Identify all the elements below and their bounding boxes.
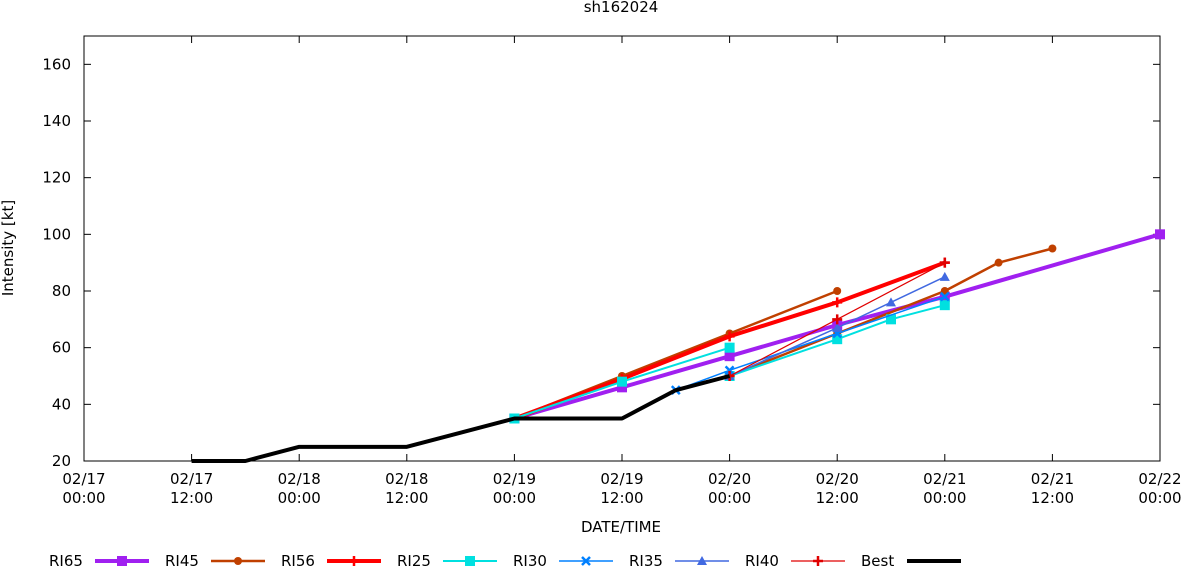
x-tick-label-date: 02/17 (62, 470, 105, 488)
legend-item-best: Best (861, 552, 961, 567)
y-tick-label: 120 (42, 169, 71, 187)
legend-label: Best (861, 552, 894, 567)
series-line (729, 276, 946, 377)
x-tick-label-date: 02/18 (278, 470, 321, 488)
x-axis-label: DATE/TIME (581, 518, 661, 536)
legend-label: RI45 (165, 552, 199, 567)
legend-swatch-marker (581, 556, 591, 566)
x-tick-label-date: 02/17 (170, 470, 213, 488)
x-tick-label-time: 12:00 (1031, 489, 1074, 507)
y-tick-label: 40 (52, 395, 71, 413)
data-point (1048, 244, 1057, 253)
x-tick-label-time: 12:00 (385, 489, 428, 507)
data-point (832, 322, 843, 332)
legend-label: RI35 (629, 552, 663, 567)
legend-swatch-marker (349, 556, 359, 566)
x-tick-label-date: 02/22 (1138, 470, 1181, 488)
legend-label: RI40 (745, 552, 779, 567)
data-point (939, 291, 950, 302)
data-point (886, 297, 896, 307)
x-tick-label-date: 02/21 (1031, 470, 1074, 488)
data-point (724, 365, 735, 376)
data-point (724, 351, 735, 362)
legend-item-ri25: RI25 (397, 552, 497, 567)
y-tick-label: 20 (52, 452, 71, 470)
x-tick-label-time: 00:00 (1138, 489, 1181, 507)
legend-swatch-marker (813, 556, 823, 566)
data-point (832, 314, 843, 325)
data-point (1155, 229, 1165, 240)
data-point (939, 271, 950, 281)
data-point (832, 297, 843, 308)
legend-label: RI65 (49, 552, 83, 567)
data-point (939, 300, 950, 311)
x-tick-label-time: 12:00 (170, 489, 213, 507)
legend-swatch-marker (465, 556, 475, 566)
x-tick-label-time: 00:00 (493, 489, 536, 507)
data-point (724, 331, 735, 342)
x-axis: 02/1700:0002/1712:0002/1800:0002/1812:00… (62, 36, 1182, 507)
data-point (724, 342, 735, 353)
legend-item-ri56: RI56 (281, 552, 381, 567)
y-tick-label: 80 (52, 282, 71, 300)
x-tick-label-date: 02/18 (385, 470, 428, 488)
legend-swatch-marker (234, 557, 242, 565)
data-point (617, 382, 627, 393)
series-line (191, 374, 731, 463)
data-point (994, 258, 1003, 267)
legend-item-ri35: RI35 (629, 552, 729, 567)
x-tick-label-time: 00:00 (62, 489, 105, 507)
x-tick-label-time: 12:00 (816, 489, 859, 507)
x-tick-label-date: 02/19 (493, 470, 536, 488)
x-tick-label-time: 00:00 (278, 489, 321, 507)
plot-frame (83, 35, 1161, 462)
x-tick-label-date: 02/20 (708, 470, 751, 488)
legend-item-ri30: RI30 (513, 552, 613, 567)
y-tick-label: 60 (52, 339, 71, 357)
y-tick-label: 160 (42, 55, 71, 73)
series-line (513, 232, 1161, 421)
y-axis: 20 40 60 80 100 120 140 160 (42, 55, 1160, 470)
legend-swatch-marker (697, 556, 707, 565)
y-tick-label: 140 (42, 112, 71, 130)
series-layer (191, 229, 1165, 463)
legend-label: RI56 (281, 552, 315, 567)
x-tick-label-time: 00:00 (923, 489, 966, 507)
x-tick-label-time: 00:00 (708, 489, 751, 507)
legend-item-ri40: RI40 (745, 552, 845, 567)
x-tick-label-time: 12:00 (600, 489, 643, 507)
data-point (617, 376, 627, 387)
legend-label: RI30 (513, 552, 547, 567)
x-tick-label-date: 02/19 (600, 470, 643, 488)
legend: RI65 RI45 RI56 RI25 RI30 RI35 RI40 Best (49, 552, 961, 567)
series-ri25 (724, 300, 950, 381)
data-point (833, 287, 842, 295)
series-best (191, 374, 731, 463)
y-axis-label: Intensity [kt] (0, 200, 17, 296)
x-tick-label-date: 02/20 (816, 470, 859, 488)
chart-title: sh162024 (584, 0, 659, 16)
x-tick-label-date: 02/21 (923, 470, 966, 488)
y-tick-label: 100 (42, 225, 71, 243)
legend-item-ri65: RI65 (49, 552, 149, 567)
legend-swatch-marker (117, 556, 127, 566)
legend-label: RI25 (397, 552, 431, 567)
data-point (832, 334, 843, 345)
data-point (886, 314, 896, 325)
series-line (729, 304, 946, 377)
data-point (939, 257, 950, 268)
series-line (729, 247, 1053, 378)
legend-item-ri45: RI45 (165, 552, 265, 567)
